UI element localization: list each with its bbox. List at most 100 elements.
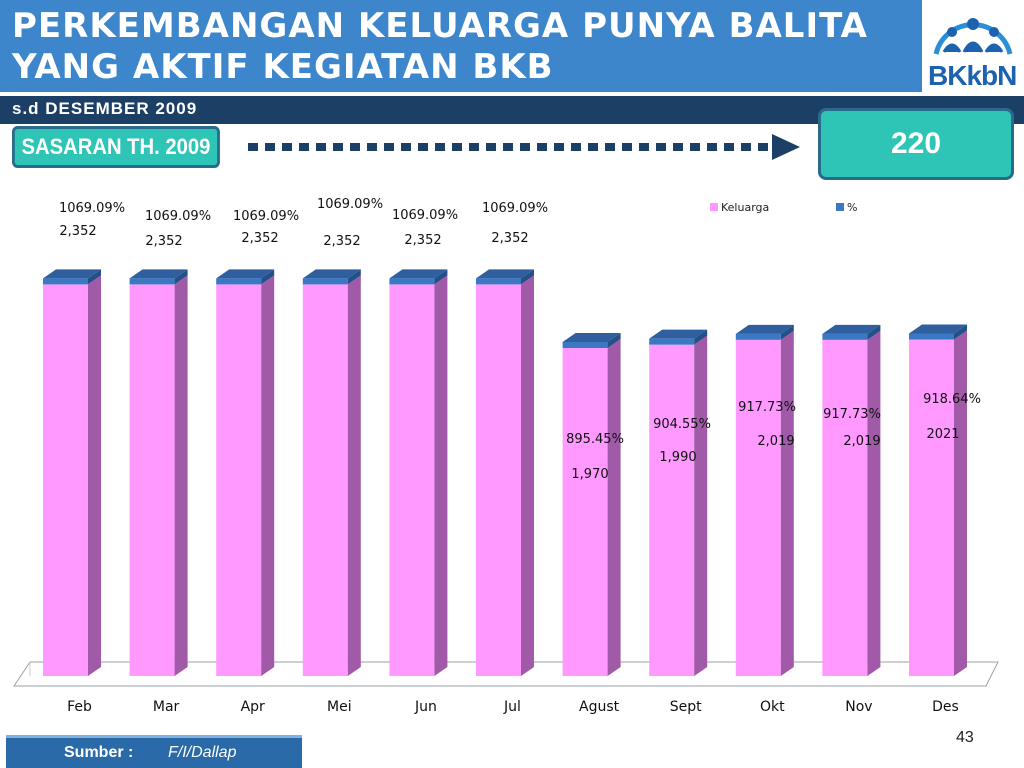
percent-label: 917.73% — [823, 407, 881, 422]
percent-label: 895.45% — [566, 432, 624, 447]
bar-percent — [476, 278, 521, 285]
bar-keluarga — [735, 339, 781, 676]
percent-label: 1069.09% — [59, 201, 125, 216]
bar-top — [389, 269, 448, 279]
keluarga-label: 2,352 — [59, 224, 96, 239]
bar-side — [780, 330, 794, 676]
keluarga-label: 2,352 — [323, 234, 360, 249]
keluarga-label: 1,970 — [571, 467, 608, 482]
bar-percent — [822, 333, 868, 340]
bar-percent — [43, 278, 88, 285]
bar-top — [43, 269, 101, 279]
bar-top — [129, 269, 188, 279]
bar-side — [954, 330, 967, 676]
page-title: PERKEMBANGAN KELUARGA PUNYA BALITA YANG … — [12, 6, 868, 88]
subtitle: s.d DESEMBER 2009 — [12, 99, 198, 118]
x-tick-label: Agust — [579, 699, 620, 715]
percent-label: 904.55% — [653, 417, 711, 432]
bar-side — [694, 335, 708, 676]
header-bar: PERKEMBANGAN KELUARGA PUNYA BALITA YANG … — [0, 0, 922, 92]
bar-top-side — [174, 269, 188, 285]
keluarga-label: 2021 — [926, 427, 959, 442]
keluarga-label: 2,352 — [404, 233, 441, 248]
x-tick-label: Des — [932, 699, 959, 715]
bar-keluarga — [302, 284, 348, 676]
x-tick-label: Mei — [327, 699, 352, 715]
footer-source-bar: Sumber : F/I/Dallap — [6, 735, 302, 768]
x-tick-label: Feb — [67, 699, 92, 715]
x-tick-label: Sept — [670, 699, 702, 715]
bar-keluarga — [562, 347, 608, 676]
bar-top-side — [88, 269, 101, 285]
x-tick-label: Okt — [760, 699, 785, 715]
percent-label: 1069.09% — [233, 209, 299, 224]
source-label: Sumber : — [64, 744, 134, 761]
bar-top-side — [607, 332, 621, 348]
bkkbn-logo: BKkbN — [922, 0, 1024, 96]
bar-keluarga — [129, 284, 175, 676]
bar-top — [302, 269, 361, 279]
bar-top — [649, 329, 708, 339]
bar-top-side — [954, 324, 967, 340]
bar-top-side — [694, 329, 708, 345]
bar-chart: 1069.09% 2,352 Feb 1069.09% 2,352 Mar 1069.09%… — [13, 197, 999, 715]
legend-label-percent: % — [847, 201, 857, 214]
keluarga-label: 1,990 — [659, 450, 696, 465]
x-tick-label: Nov — [845, 699, 872, 715]
logo-text: BKkbN — [928, 60, 1017, 91]
bar-side — [434, 275, 448, 676]
keluarga-label: 2,352 — [241, 231, 278, 246]
bar-top — [476, 269, 534, 279]
title-line-2: YANG AKTIF KEGIATAN BKB — [12, 47, 554, 87]
family-logo-icon — [933, 18, 1013, 55]
bar-percent — [216, 278, 262, 285]
bar-keluarga — [216, 284, 262, 676]
legend-label-keluarga: Keluarga — [721, 201, 769, 214]
percent-label: 918.64% — [923, 392, 981, 407]
bar-top-side — [521, 269, 534, 285]
arrow-head-icon — [772, 134, 800, 160]
x-tick-label: Mar — [153, 699, 180, 715]
bar-side — [867, 330, 881, 676]
bar-keluarga — [822, 339, 868, 676]
bar-percent — [909, 333, 954, 340]
percent-label: 1069.09% — [482, 201, 548, 216]
bar-keluarga — [649, 344, 695, 676]
bar-top — [909, 324, 967, 334]
keluarga-label: 2,019 — [843, 434, 880, 449]
bar-keluarga — [389, 284, 435, 676]
bar-side — [607, 338, 621, 676]
legend-swatch-keluarga — [710, 203, 718, 211]
bar-top — [216, 269, 275, 279]
bar-percent — [562, 341, 608, 348]
bar-side — [261, 275, 275, 676]
bar-side — [521, 275, 534, 676]
target-value-box: 220 — [818, 108, 1014, 180]
bar-top — [735, 324, 794, 334]
keluarga-label: 2,352 — [145, 234, 182, 249]
dotted-arrow-line — [248, 143, 770, 151]
bar-percent — [129, 278, 175, 285]
bar-keluarga — [476, 284, 521, 676]
percent-label: 917.73% — [738, 400, 796, 415]
bar-top — [562, 332, 621, 342]
bar-side — [88, 275, 101, 676]
bar-percent — [735, 333, 781, 340]
bar-side — [347, 275, 361, 676]
x-tick-label: Jun — [414, 699, 437, 715]
keluarga-label: 2,352 — [491, 231, 528, 246]
bar-top — [822, 324, 881, 334]
bar-percent — [302, 278, 348, 285]
page-number: 43 — [956, 729, 974, 746]
percent-label: 1069.09% — [317, 197, 383, 212]
bar-percent — [389, 278, 435, 285]
x-tick-label: Apr — [241, 699, 265, 715]
percent-label: 1069.09% — [145, 209, 211, 224]
target-label-box: SASARAN TH. 2009 — [12, 126, 220, 168]
bar-keluarga — [43, 284, 88, 676]
percent-label: 1069.09% — [392, 208, 458, 223]
title-line-1: PERKEMBANGAN KELUARGA PUNYA BALITA — [12, 6, 868, 46]
bar-side — [174, 275, 188, 676]
bar-top-side — [434, 269, 448, 285]
x-tick-label: Jul — [503, 699, 521, 715]
